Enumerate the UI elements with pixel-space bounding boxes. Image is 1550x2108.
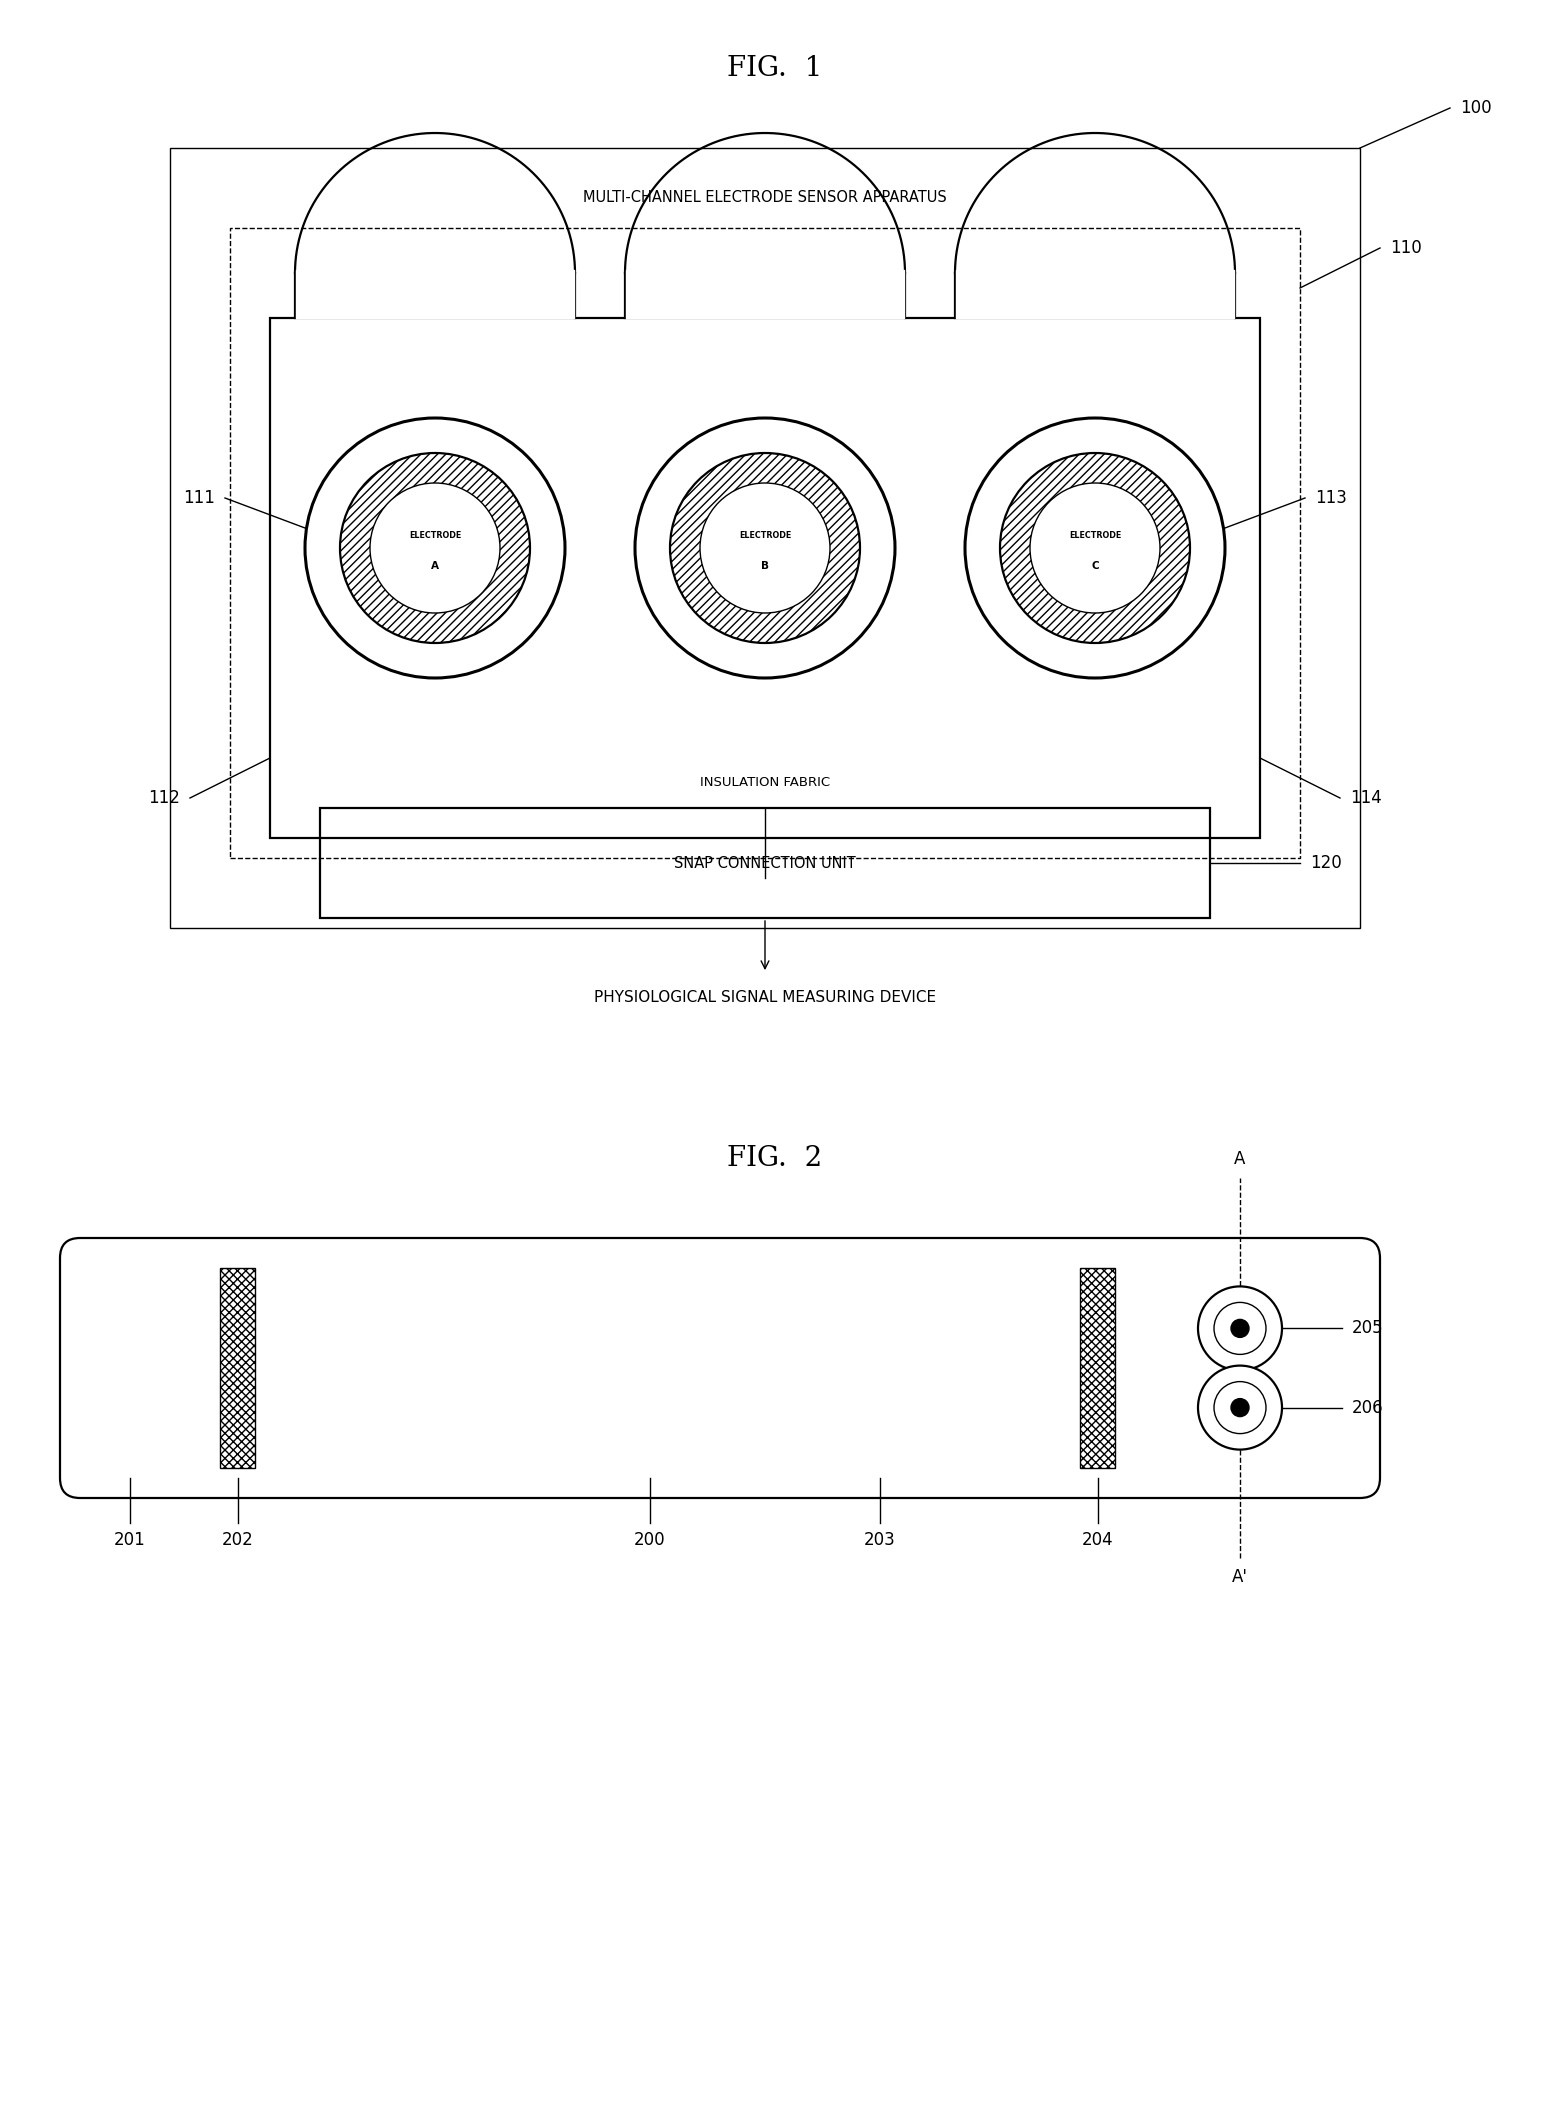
- Text: C: C: [1091, 561, 1099, 571]
- Text: 100: 100: [1460, 99, 1491, 118]
- Circle shape: [1231, 1320, 1249, 1336]
- Bar: [270, 318, 1260, 839]
- Text: 200: 200: [634, 1530, 666, 1549]
- Text: 120: 120: [1310, 854, 1342, 873]
- Circle shape: [670, 453, 860, 643]
- Circle shape: [305, 417, 566, 679]
- Bar: [220, 1269, 256, 1467]
- Text: 112: 112: [149, 788, 180, 807]
- Text: ELECTRODE: ELECTRODE: [1070, 531, 1121, 540]
- Bar: [229, 228, 1300, 858]
- Circle shape: [370, 483, 501, 613]
- Text: 204: 204: [1082, 1530, 1113, 1549]
- Circle shape: [1000, 453, 1190, 643]
- Text: 203: 203: [865, 1530, 896, 1549]
- Circle shape: [1231, 1398, 1249, 1417]
- Text: A: A: [431, 561, 439, 571]
- Circle shape: [339, 453, 530, 643]
- Circle shape: [636, 417, 894, 679]
- Text: SNAP CONNECTION UNIT: SNAP CONNECTION UNIT: [674, 856, 856, 871]
- Bar: [319, 807, 1211, 917]
- Text: 206: 206: [1352, 1398, 1384, 1417]
- Circle shape: [1214, 1381, 1266, 1433]
- Circle shape: [1031, 483, 1159, 613]
- Text: FIG.  2: FIG. 2: [727, 1145, 823, 1172]
- Text: 114: 114: [1350, 788, 1381, 807]
- Bar: [170, 148, 1359, 928]
- Text: INSULATION FABRIC: INSULATION FABRIC: [701, 776, 831, 790]
- Text: MULTI-CHANNEL ELECTRODE: MULTI-CHANNEL ELECTRODE: [660, 291, 870, 306]
- Text: 111: 111: [183, 489, 215, 508]
- Text: PHYSIOLOGICAL SIGNAL MEASURING DEVICE: PHYSIOLOGICAL SIGNAL MEASURING DEVICE: [594, 991, 936, 1006]
- Text: A': A': [1232, 1568, 1248, 1585]
- Text: A: A: [1234, 1151, 1246, 1168]
- Bar: [1080, 1269, 1114, 1467]
- Circle shape: [1198, 1366, 1282, 1450]
- Text: B: B: [761, 561, 769, 571]
- Text: 110: 110: [1390, 238, 1421, 257]
- Text: FIG.  1: FIG. 1: [727, 55, 823, 82]
- Circle shape: [966, 417, 1224, 679]
- Text: 205: 205: [1352, 1320, 1384, 1336]
- Text: ELECTRODE: ELECTRODE: [409, 531, 462, 540]
- Text: 201: 201: [115, 1530, 146, 1549]
- Circle shape: [1198, 1286, 1282, 1370]
- Circle shape: [1214, 1303, 1266, 1355]
- Text: MULTI-CHANNEL ELECTRODE SENSOR APPARATUS: MULTI-CHANNEL ELECTRODE SENSOR APPARATUS: [583, 190, 947, 204]
- Text: 113: 113: [1314, 489, 1347, 508]
- Text: 202: 202: [222, 1530, 253, 1549]
- Text: ELECTRODE: ELECTRODE: [739, 531, 791, 540]
- Circle shape: [701, 483, 829, 613]
